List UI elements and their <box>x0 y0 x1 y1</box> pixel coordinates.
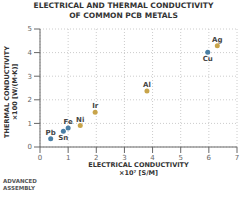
svg-text:Pb: Pb <box>46 129 56 137</box>
svg-text:5: 5 <box>28 25 32 33</box>
svg-text:2: 2 <box>94 154 98 161</box>
svg-text:0: 0 <box>38 154 42 161</box>
svg-text:3: 3 <box>122 154 126 161</box>
svg-text:1: 1 <box>66 154 70 161</box>
svg-text:4: 4 <box>28 49 33 57</box>
svg-text:7: 7 <box>235 154 239 161</box>
svg-text:Ni: Ni <box>76 116 84 124</box>
svg-text:Fe: Fe <box>64 118 73 126</box>
svg-text:Ir: Ir <box>92 102 99 110</box>
svg-text:Al: Al <box>143 81 151 89</box>
svg-text:Ag: Ag <box>212 36 222 44</box>
svg-text:5: 5 <box>178 154 182 161</box>
svg-text:3: 3 <box>28 73 32 81</box>
html-text:ADVANCED ASSEMBLY: ADVANCED ASSEMBLY <box>3 178 37 191</box>
svg-text:1: 1 <box>28 120 32 128</box>
svg-text:4: 4 <box>150 154 155 161</box>
svg-text:Cu: Cu <box>203 55 213 63</box>
html-text:THERMAL CONDUCTIVITY ×100 [W/(: THERMAL CONDUCTIVITY ×100 [W/(M·K)] <box>3 46 19 138</box>
svg-text:0: 0 <box>28 143 32 151</box>
html-text:ELECTRICAL CONDUCTIVITY ×10⁷ [: ELECTRICAL CONDUCTIVITY ×10⁷ [S/M] <box>88 161 189 177</box>
svg-text:Sn: Sn <box>58 134 68 142</box>
svg-text:6: 6 <box>207 154 212 161</box>
svg-text:2: 2 <box>28 96 32 104</box>
html-text:ELECTRICAL AND THERMAL CONDUCT: ELECTRICAL AND THERMAL CONDUCTIVITY OF C… <box>33 1 214 20</box>
